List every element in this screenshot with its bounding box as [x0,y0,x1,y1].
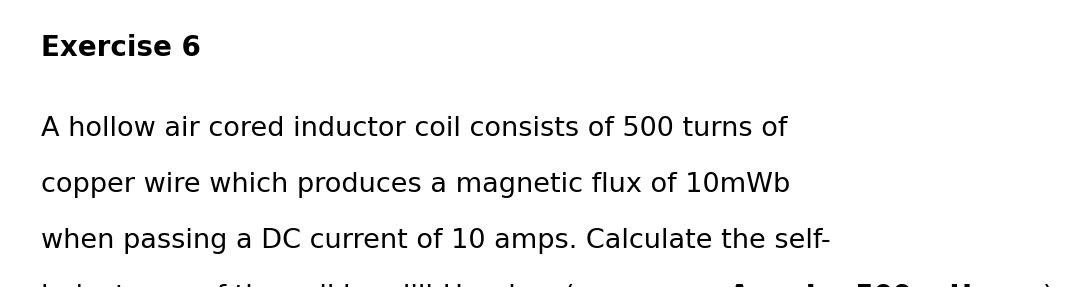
Text: copper wire which produces a magnetic flux of 10mWb: copper wire which produces a magnetic fl… [41,172,791,198]
Text: Exercise 6: Exercise 6 [41,34,201,63]
Text: A hollow air cored inductor coil consists of 500 turns of: A hollow air cored inductor coil consist… [41,116,787,142]
Text: Ans: L= 500 mH: Ans: L= 500 mH [729,284,973,287]
Text: when passing a DC current of 10 amps. Calculate the self-: when passing a DC current of 10 amps. Ca… [41,228,831,254]
Text: ): ) [1043,284,1054,287]
Text: inductance of the coil in milli-Henries. (: inductance of the coil in milli-Henries.… [41,284,575,287]
